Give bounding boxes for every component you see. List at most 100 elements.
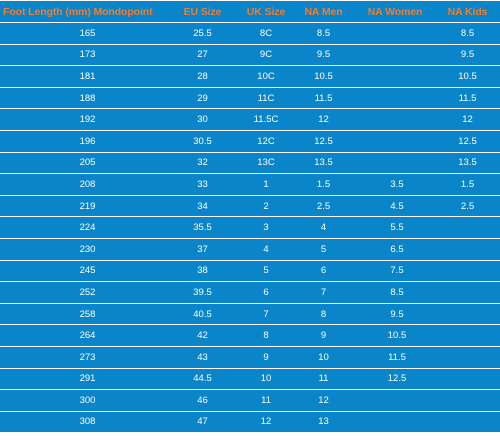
cell-na-kids: 1.5: [435, 174, 500, 195]
cell-eu-size: 35.5: [165, 217, 240, 238]
cell-foot-length: 188: [0, 87, 165, 109]
cell-na-kids: 10.5: [435, 66, 500, 87]
cell-foot-length: 230: [0, 238, 165, 260]
cell-na-kids: [435, 303, 500, 325]
cell-na-kids: 9.5: [435, 44, 500, 66]
cell-foot-length: 219: [0, 195, 165, 217]
cell-eu-size: 30: [165, 109, 240, 130]
cell-na-women: [355, 109, 435, 130]
cell-na-kids: [435, 282, 500, 303]
cell-na-kids: [435, 368, 500, 390]
cell-uk-size: 11C: [240, 87, 292, 109]
header-na-kids: NA Kids: [435, 1, 500, 22]
cell-na-men: 6: [292, 260, 355, 282]
table-row: 224 35.5 3 4 5.5: [0, 217, 500, 238]
cell-uk-size: 3: [240, 217, 292, 238]
cell-foot-length: 273: [0, 346, 165, 368]
table-row: 205 32 13C 13.5 13.5: [0, 152, 500, 174]
cell-foot-length: 264: [0, 325, 165, 346]
cell-uk-size: 10C: [240, 66, 292, 87]
cell-na-women: [355, 87, 435, 109]
cell-foot-length: 252: [0, 282, 165, 303]
cell-foot-length: 245: [0, 260, 165, 282]
table-row: 219 34 2 2.5 4.5 2.5: [0, 195, 500, 217]
cell-na-kids: [435, 346, 500, 368]
header-eu-size: EU Size: [165, 1, 240, 22]
cell-eu-size: 39.5: [165, 282, 240, 303]
cell-na-men: 10.5: [292, 66, 355, 87]
cell-uk-size: 12: [240, 411, 292, 433]
cell-eu-size: 34: [165, 195, 240, 217]
cell-na-men: 13: [292, 411, 355, 433]
cell-na-women: 11.5: [355, 346, 435, 368]
cell-na-women: [355, 152, 435, 174]
cell-foot-length: 173: [0, 44, 165, 66]
cell-uk-size: 12C: [240, 130, 292, 152]
header-na-women: NA Women: [355, 1, 435, 22]
table-row: 300 46 11 12: [0, 390, 500, 411]
table-row: 245 38 5 6 7.5: [0, 260, 500, 282]
cell-na-kids: [435, 390, 500, 411]
cell-na-kids: [435, 238, 500, 260]
cell-na-men: 9.5: [292, 44, 355, 66]
cell-na-kids: [435, 217, 500, 238]
cell-na-women: 12.5: [355, 368, 435, 390]
cell-foot-length: 181: [0, 66, 165, 87]
cell-na-kids: 8.5: [435, 23, 500, 44]
header-na-men: NA Men: [292, 1, 355, 22]
cell-foot-length: 196: [0, 130, 165, 152]
table-row: 230 37 4 5 6.5: [0, 238, 500, 260]
cell-na-men: 4: [292, 217, 355, 238]
cell-na-women: 5.5: [355, 217, 435, 238]
table-row: 192 30 11.5C 12 12: [0, 109, 500, 130]
table-row: 264 42 8 9 10.5: [0, 325, 500, 346]
cell-na-women: 3.5: [355, 174, 435, 195]
cell-uk-size: 8: [240, 325, 292, 346]
cell-foot-length: 208: [0, 174, 165, 195]
header-foot-length: Foot Length (mm) Mondopoint: [0, 1, 165, 22]
cell-na-kids: 12.5: [435, 130, 500, 152]
cell-uk-size: 9: [240, 346, 292, 368]
cell-uk-size: 2: [240, 195, 292, 217]
cell-na-men: 11: [292, 368, 355, 390]
cell-eu-size: 47: [165, 411, 240, 433]
cell-na-men: 2.5: [292, 195, 355, 217]
cell-na-women: 9.5: [355, 303, 435, 325]
cell-na-women: [355, 44, 435, 66]
cell-na-women: [355, 66, 435, 87]
cell-na-men: 13.5: [292, 152, 355, 174]
cell-na-men: 7: [292, 282, 355, 303]
cell-uk-size: 10: [240, 368, 292, 390]
table-row: 165 25.5 8C 8.5 8.5: [0, 23, 500, 44]
table-row: 291 44.5 10 11 12.5: [0, 368, 500, 390]
table-row: 308 47 12 13: [0, 411, 500, 433]
cell-na-men: 12: [292, 109, 355, 130]
cell-uk-size: 13C: [240, 152, 292, 174]
cell-eu-size: 25.5: [165, 23, 240, 44]
cell-na-men: 8: [292, 303, 355, 325]
table-header: Foot Length (mm) Mondopoint EU Size UK S…: [0, 1, 500, 22]
cell-uk-size: 4: [240, 238, 292, 260]
cell-foot-length: 224: [0, 217, 165, 238]
cell-na-women: 6.5: [355, 238, 435, 260]
cell-na-kids: 12: [435, 109, 500, 130]
table-row: 188 29 11C 11.5 11.5: [0, 87, 500, 109]
table-row: 252 39.5 6 7 8.5: [0, 282, 500, 303]
cell-na-kids: 13.5: [435, 152, 500, 174]
table-row: 196 30.5 12C 12.5 12.5: [0, 130, 500, 152]
cell-foot-length: 308: [0, 411, 165, 433]
cell-foot-length: 205: [0, 152, 165, 174]
cell-eu-size: 28: [165, 66, 240, 87]
table-row: 181 28 10C 10.5 10.5: [0, 66, 500, 87]
cell-foot-length: 258: [0, 303, 165, 325]
cell-eu-size: 38: [165, 260, 240, 282]
cell-na-men: 5: [292, 238, 355, 260]
cell-eu-size: 40.5: [165, 303, 240, 325]
cell-na-men: 10: [292, 346, 355, 368]
cell-na-men: 12: [292, 390, 355, 411]
table-row: 273 43 9 10 11.5: [0, 346, 500, 368]
cell-uk-size: 7: [240, 303, 292, 325]
cell-na-kids: 11.5: [435, 87, 500, 109]
